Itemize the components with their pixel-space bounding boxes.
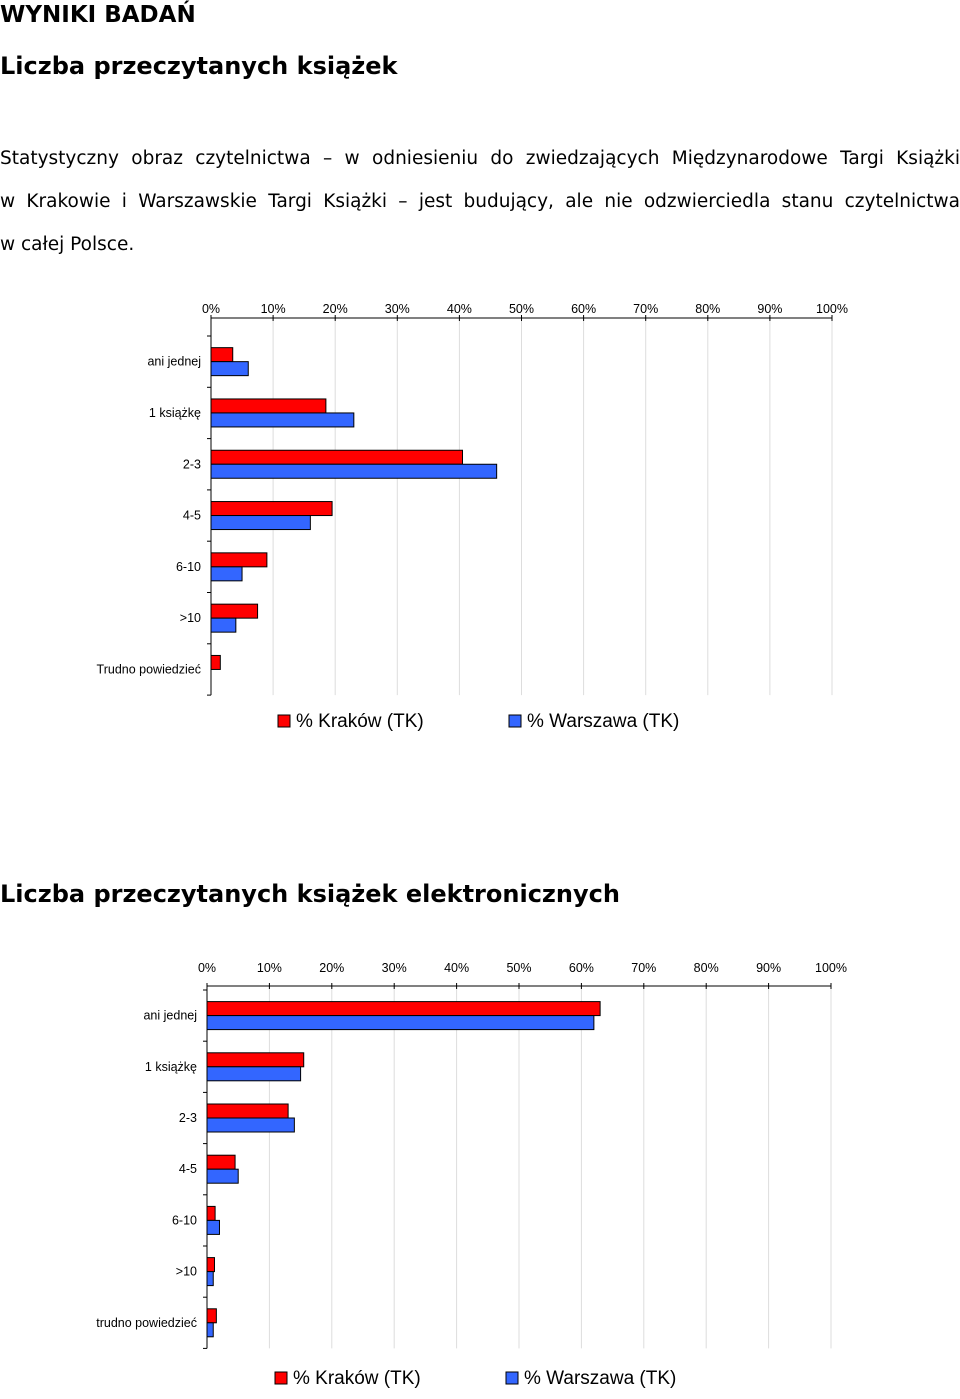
category-label: 2-3 (183, 457, 201, 471)
bar-warszawa (210, 463, 498, 479)
chart-1-heading: Liczba przeczytanych książek (0, 52, 398, 80)
legend-swatch-warszawa (505, 1371, 519, 1385)
bar-krakow (206, 1205, 216, 1221)
x-tick-label: 100% (816, 302, 848, 316)
bar-warszawa (210, 361, 249, 377)
category-label: 4-5 (179, 1162, 197, 1176)
intro-paragraph-line: w całej Polsce. (0, 234, 135, 255)
legend-label-krakow: % Kraków (TK) (296, 711, 424, 732)
category-label: 6-10 (176, 560, 201, 574)
bar-krakow (206, 1308, 217, 1324)
bar-krakow (206, 1257, 215, 1273)
ebooks-chart: 0% 10% 20% 30% 40% 50% 60% 70% 80% 90% 100% ani jed… (96, 961, 847, 1389)
bar-krakow (206, 1154, 236, 1170)
x-tick-label: 60% (571, 302, 596, 316)
section-title: WYNIKI BADAŃ (0, 2, 196, 28)
bar-krakow (206, 1052, 305, 1068)
bar-krakow (206, 1001, 601, 1017)
bar-warszawa (210, 566, 243, 582)
legend-swatch-krakow (277, 714, 291, 728)
category-label: Trudno powiedzieć (97, 662, 201, 676)
intro-paragraph-line: w Krakowie i Warszawskie Targi Książki –… (0, 191, 960, 212)
bar-krakow (210, 654, 221, 670)
x-tick-label: 80% (694, 961, 719, 975)
chart-2-heading: Liczba przeczytanych książek elektronicz… (0, 880, 620, 908)
x-tick-label: 20% (319, 961, 344, 975)
bar-krakow (210, 603, 259, 619)
category-label: ani jednej (147, 355, 201, 369)
category-label: 1 książkę (149, 406, 201, 420)
x-tick-label: 60% (569, 961, 594, 975)
x-tick-label: 40% (444, 961, 469, 975)
bar-warszawa (206, 1168, 239, 1184)
intro-paragraph-line: Statystyczny obraz czytelnictwa – w odni… (0, 148, 960, 169)
legend-label-warszawa: % Warszawa (TK) (527, 711, 679, 732)
bar-warszawa (206, 1219, 220, 1235)
x-tick-label: 50% (506, 961, 531, 975)
bar-krakow (210, 347, 234, 363)
x-tick-label: 0% (198, 961, 216, 975)
bar-warszawa (210, 412, 355, 428)
x-tick-label: 10% (257, 961, 282, 975)
bar-warszawa (206, 1271, 214, 1287)
category-label: 1 książkę (145, 1060, 197, 1074)
category-label: trudno powiedzieć (96, 1316, 197, 1330)
bar-krakow (210, 398, 327, 414)
bar-warszawa (206, 1117, 295, 1133)
x-tick-label: 30% (385, 302, 410, 316)
bar-warszawa (206, 1322, 214, 1338)
category-label: >10 (180, 611, 201, 625)
category-label: ani jednej (143, 1009, 197, 1023)
x-tick-label: 40% (447, 302, 472, 316)
x-tick-label: 30% (382, 961, 407, 975)
x-tick-label: 70% (631, 961, 656, 975)
bar-krakow (206, 1103, 289, 1119)
bar-warszawa (210, 515, 311, 531)
bar-warszawa (206, 1015, 595, 1031)
x-tick-label: 90% (756, 961, 781, 975)
legend-label-warszawa: % Warszawa (TK) (524, 1368, 676, 1389)
category-label: 6-10 (172, 1213, 197, 1227)
x-tick-label: 10% (261, 302, 286, 316)
x-tick-label: 20% (323, 302, 348, 316)
bar-krakow (210, 449, 464, 465)
legend-label-krakow: % Kraków (TK) (293, 1368, 421, 1389)
legend-swatch-krakow (274, 1371, 288, 1385)
bar-krakow (210, 552, 268, 568)
x-tick-label: 90% (757, 302, 782, 316)
x-tick-label: 80% (695, 302, 720, 316)
category-label: 2-3 (179, 1111, 197, 1125)
category-label: 4-5 (183, 509, 201, 523)
bar-warszawa (210, 617, 237, 633)
bar-warszawa (206, 1066, 302, 1082)
x-tick-label: 0% (202, 302, 220, 316)
bar-krakow (210, 501, 333, 517)
legend-swatch-warszawa (508, 714, 522, 728)
printed-books-chart: 0% 10% 20% 30% 40% 50% 60% 70% 80% 90% 100% ani jed… (97, 302, 848, 732)
x-tick-label: 50% (509, 302, 534, 316)
x-tick-label: 100% (815, 961, 847, 975)
x-tick-label: 70% (633, 302, 658, 316)
category-label: >10 (176, 1265, 197, 1279)
